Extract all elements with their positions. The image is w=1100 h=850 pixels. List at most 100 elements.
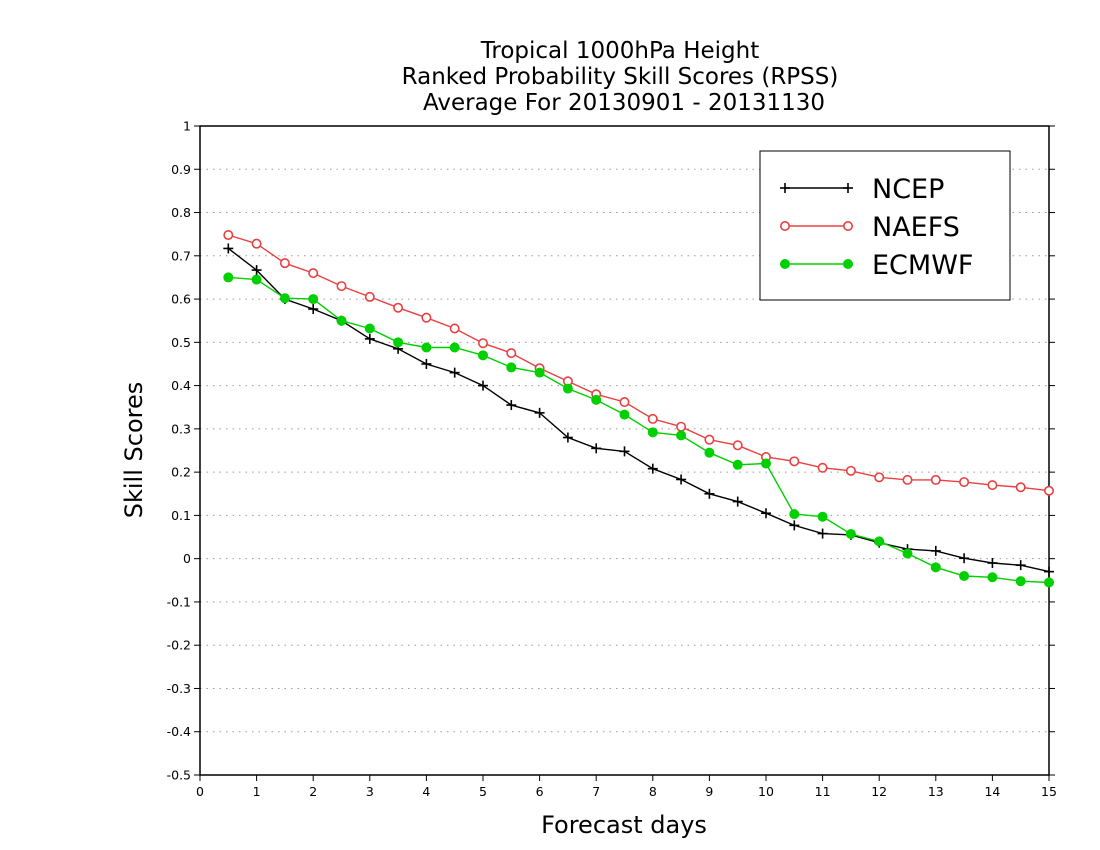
- y-tick-label: 0.3: [171, 421, 191, 436]
- data-point-ecmwf: [364, 323, 375, 334]
- data-point-ecmwf: [902, 548, 913, 559]
- x-tick-label: 4: [422, 784, 430, 799]
- y-tick-label: -0.1: [167, 594, 191, 609]
- data-point-naefs: [279, 258, 290, 269]
- data-point-ncep: [364, 333, 375, 344]
- data-point-naefs: [251, 238, 262, 249]
- y-tick-label: -0.4: [167, 724, 191, 739]
- legend-label: NCEP: [872, 174, 944, 205]
- data-point-ncep: [591, 443, 602, 454]
- y-tick-label: 0.5: [171, 335, 191, 350]
- data-point-naefs: [817, 462, 828, 473]
- x-tick-label: 15: [1041, 784, 1057, 799]
- data-point-ncep: [987, 557, 998, 568]
- data-point-naefs: [619, 397, 630, 408]
- data-point-ncep: [478, 380, 488, 391]
- y-tick-label: 0: [183, 551, 191, 566]
- x-tick-label: 8: [649, 784, 657, 799]
- data-point-ecmwf: [562, 383, 573, 394]
- data-point-ecmwf: [421, 342, 432, 353]
- data-point-naefs: [364, 291, 375, 302]
- data-point-ncep: [959, 553, 970, 564]
- data-point-ecmwf: [732, 459, 743, 470]
- data-point-ncep: [732, 496, 743, 507]
- data-point-naefs: [732, 440, 743, 451]
- y-tick-label: 0.1: [171, 508, 191, 523]
- data-point-ncep: [704, 488, 715, 499]
- data-point-ecmwf: [336, 315, 347, 326]
- data-point-naefs: [336, 281, 347, 292]
- data-point-ecmwf: [591, 394, 602, 405]
- data-point-ncep: [223, 243, 234, 254]
- data-point-ncep: [930, 545, 941, 556]
- data-point-ncep: [647, 463, 658, 474]
- x-axis-label: Forecast days: [541, 811, 707, 839]
- series-layer: [223, 230, 1055, 588]
- data-point-ncep: [308, 304, 319, 315]
- legend: NCEP NAEFS ECMWF: [759, 150, 1011, 301]
- data-point-ncep: [817, 528, 828, 539]
- data-point-ncep: [1044, 566, 1054, 577]
- legend-entry-ecmwf: ECMWF: [780, 250, 973, 281]
- legend-entry-ncep: NCEP: [780, 174, 944, 205]
- data-point-naefs: [987, 480, 998, 491]
- legend-entry-naefs: NAEFS: [779, 212, 960, 243]
- data-point-ecmwf: [1044, 577, 1054, 588]
- y-tick-label: 0.6: [171, 292, 191, 307]
- data-point-naefs: [647, 413, 658, 424]
- y-tick-label: 0.8: [171, 205, 191, 220]
- x-tick-label: 12: [871, 784, 887, 799]
- data-point-ecmwf: [251, 274, 262, 285]
- legend-marker: [843, 183, 853, 193]
- data-point-ecmwf: [534, 367, 545, 378]
- chart-title: Tropical 1000hPa Height Ranked Probabili…: [402, 38, 839, 116]
- data-point-ecmwf: [845, 529, 856, 540]
- y-tick-label: 1: [183, 119, 191, 134]
- data-point-ncep: [562, 432, 573, 443]
- x-tick-label: 7: [592, 784, 600, 799]
- data-point-naefs: [874, 472, 885, 483]
- series-ecmwf: [223, 272, 1054, 588]
- data-point-ecmwf: [959, 570, 970, 581]
- data-point-ecmwf: [478, 350, 488, 361]
- data-point-naefs: [930, 474, 941, 485]
- data-point-ecmwf: [449, 342, 460, 353]
- series-naefs: [223, 230, 1055, 496]
- legend-marker: [842, 221, 853, 232]
- series-line-ecmwf: [228, 276, 1050, 584]
- data-point-ecmwf: [930, 562, 941, 573]
- legend-label: NAEFS: [872, 212, 960, 243]
- data-point-naefs: [959, 477, 970, 488]
- data-point-ecmwf: [647, 427, 658, 438]
- data-point-ecmwf: [676, 430, 687, 441]
- y-tick-label: 0.2: [171, 465, 191, 480]
- data-point-ecmwf: [761, 458, 771, 469]
- data-point-naefs: [1015, 482, 1026, 493]
- data-point-ecmwf: [874, 536, 885, 547]
- x-tick-label: 5: [479, 784, 487, 799]
- data-point-ncep: [619, 446, 630, 457]
- plot-frame: [199, 125, 1050, 776]
- data-point-naefs: [845, 465, 856, 476]
- y-tick-label: 0.7: [171, 248, 191, 263]
- data-point-ecmwf: [393, 337, 404, 348]
- y-tick-label: 0.4: [171, 378, 191, 393]
- x-tick-label: 1: [253, 784, 261, 799]
- data-point-ncep: [789, 520, 800, 531]
- x-tick-label: 9: [705, 784, 713, 799]
- data-point-naefs: [1044, 485, 1055, 496]
- x-tick-label: 2: [309, 784, 317, 799]
- data-point-ncep: [251, 265, 262, 276]
- y-tick-label: 0.9: [171, 162, 191, 177]
- legend-items: NCEP NAEFS ECMWF: [779, 174, 973, 281]
- x-axis: 0 1 2 3 4 5 6 7 8 9 10 11 12 13 14 15: [196, 775, 1057, 799]
- data-point-naefs: [506, 348, 517, 359]
- chart-title-line-3: Average For 20130901 - 20131130: [423, 90, 825, 116]
- data-point-ncep: [676, 474, 687, 485]
- data-point-ncep: [1015, 560, 1026, 571]
- chart-title-line-1: Tropical 1000hPa Height: [480, 38, 760, 64]
- data-point-ecmwf: [619, 409, 630, 420]
- data-point-naefs: [223, 230, 234, 241]
- data-point-ncep: [761, 508, 771, 519]
- data-point-ncep: [421, 358, 432, 369]
